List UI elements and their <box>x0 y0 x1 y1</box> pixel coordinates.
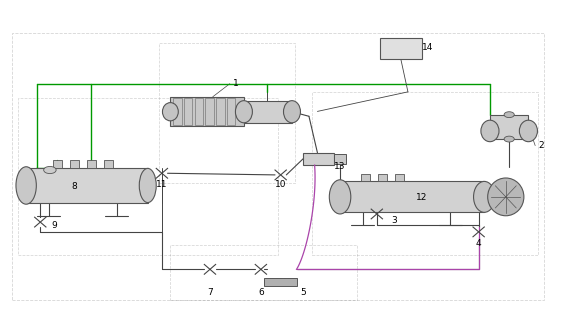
Text: 12: 12 <box>416 193 428 202</box>
Bar <box>12 33 544 300</box>
Bar <box>335 154 346 164</box>
Ellipse shape <box>16 167 36 204</box>
Text: 6: 6 <box>258 288 264 297</box>
Ellipse shape <box>44 166 56 174</box>
Ellipse shape <box>504 112 514 118</box>
Text: 8: 8 <box>71 182 77 191</box>
Bar <box>395 174 404 181</box>
Text: 3: 3 <box>391 216 397 225</box>
Bar <box>87 160 96 168</box>
Text: 4: 4 <box>476 239 481 248</box>
Text: 7: 7 <box>207 288 213 297</box>
Text: 11: 11 <box>156 180 168 189</box>
Bar <box>53 160 62 168</box>
Ellipse shape <box>163 103 178 121</box>
Bar <box>159 43 295 183</box>
Bar <box>490 115 528 139</box>
Ellipse shape <box>473 181 495 212</box>
Bar <box>184 98 192 125</box>
Bar <box>380 38 422 59</box>
Bar <box>104 160 113 168</box>
Bar <box>170 245 357 300</box>
Ellipse shape <box>519 120 538 142</box>
Ellipse shape <box>504 136 514 142</box>
Text: 5: 5 <box>301 288 306 297</box>
Text: 1: 1 <box>232 79 238 88</box>
Bar <box>340 181 484 212</box>
Bar <box>173 98 181 125</box>
Bar <box>26 168 148 202</box>
Text: 10: 10 <box>275 180 286 189</box>
Bar <box>244 101 292 123</box>
Text: 13: 13 <box>335 162 346 171</box>
Bar <box>303 153 335 165</box>
Text: 9: 9 <box>52 221 57 230</box>
Ellipse shape <box>488 178 524 216</box>
Bar <box>205 98 214 125</box>
Bar <box>194 98 203 125</box>
Ellipse shape <box>329 180 351 214</box>
Ellipse shape <box>235 101 252 123</box>
Bar <box>378 174 387 181</box>
Ellipse shape <box>481 120 499 142</box>
Bar <box>227 98 235 125</box>
Bar <box>18 98 278 255</box>
Ellipse shape <box>284 101 301 123</box>
Bar <box>312 92 538 255</box>
Bar <box>170 97 244 126</box>
Text: 2: 2 <box>538 141 544 150</box>
Bar <box>216 98 225 125</box>
Ellipse shape <box>139 168 156 202</box>
Bar <box>70 160 79 168</box>
Bar <box>264 279 297 285</box>
Text: 14: 14 <box>422 43 433 52</box>
Bar <box>361 174 370 181</box>
